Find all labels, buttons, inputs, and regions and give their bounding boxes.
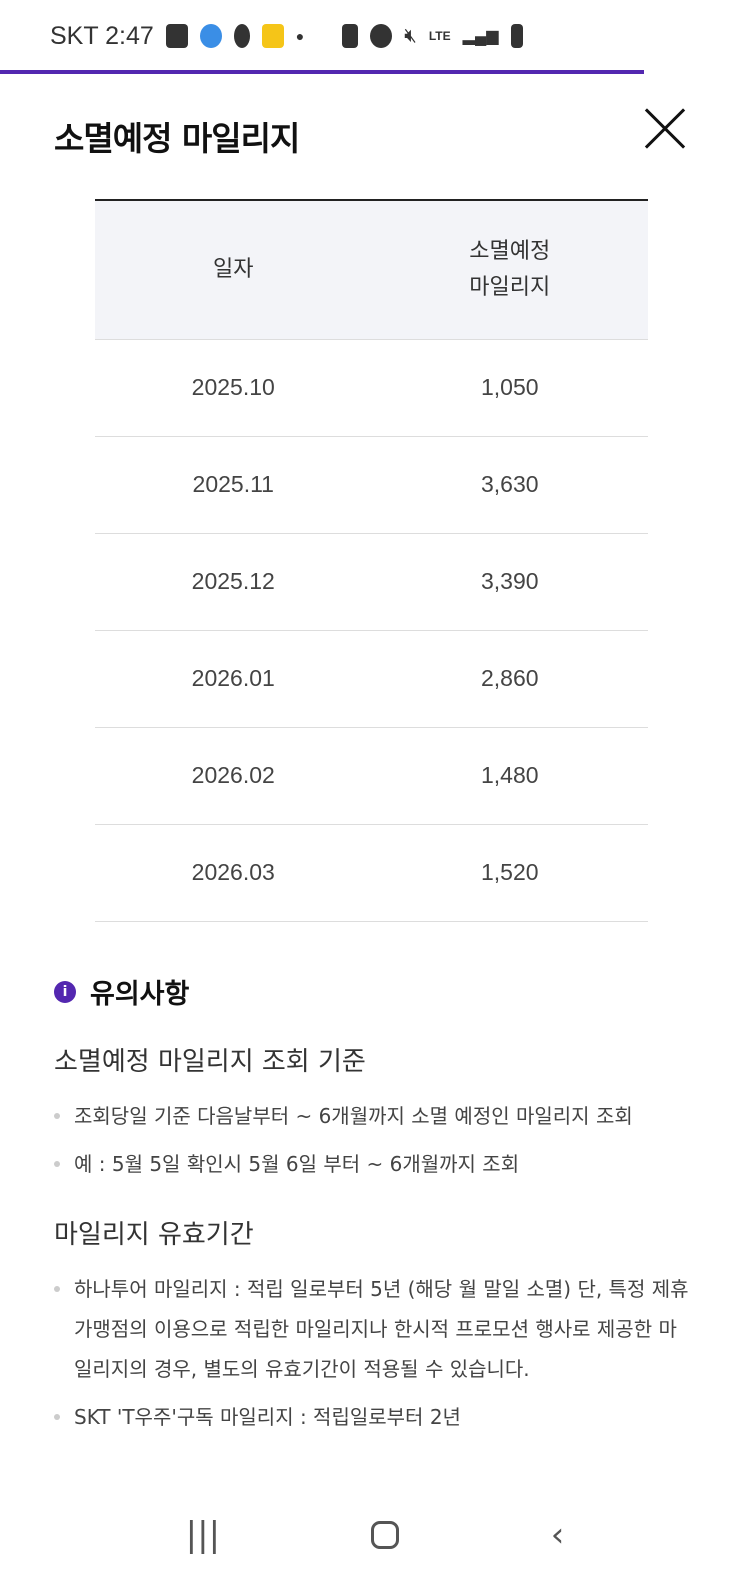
page-title: 소멸예정 마일리지 (54, 119, 300, 158)
signal-icon: ▂▄▆ (462, 28, 499, 45)
date-cell: 2025.11 (95, 436, 372, 534)
date-cell: 2025.10 (95, 339, 372, 437)
notice-item: 하나투어 마일리지 : 적립 일로부터 5년 (해당 월 말일 소멸) 단, 특… (54, 1269, 694, 1389)
recent-apps-button[interactable]: ||| (185, 1515, 221, 1555)
accessibility-icon (233, 24, 250, 48)
recycle-icon (342, 24, 359, 48)
table-row: 2025.12 3,390 (95, 533, 648, 631)
notice-item: SKT 'T우주'구독 마일리지 : 적립일로부터 2년 (54, 1397, 694, 1437)
lte-icon: LTE (428, 29, 451, 43)
mileage-cell: 2,860 (371, 630, 648, 728)
back-button[interactable]: ‹ (550, 1515, 565, 1555)
notice-item: 조회당일 기준 다음날부터 ~ 6개월까지 소멸 예정인 마일리지 조회 (54, 1096, 694, 1136)
notice-title: 유의사항 (90, 979, 190, 1010)
close-button[interactable] (644, 108, 686, 150)
progress-bar (0, 70, 644, 74)
date-cell: 2025.12 (95, 533, 372, 631)
table-row: 2026.01 2,860 (95, 630, 648, 728)
mute-icon: 🔇︎ (404, 24, 417, 47)
app-character-icon (199, 24, 222, 48)
home-button[interactable] (371, 1521, 400, 1549)
status-bar: SKT 2:47 ● 🔇︎ LTE ▂▄▆ (0, 0, 750, 72)
mileage-cell: 3,390 (371, 533, 648, 631)
app-b-icon (165, 24, 188, 48)
date-cell: 2026.03 (95, 824, 372, 922)
mileage-cell: 1,050 (371, 339, 648, 437)
column-header-mileage: 소멸예정 마일리지 (371, 200, 648, 340)
date-cell: 2026.02 (95, 727, 372, 825)
mileage-cell: 1,520 (371, 824, 648, 922)
alarm-icon (370, 24, 393, 48)
notice-subtitle: 소멸예정 마일리지 조회 기준 (54, 1047, 366, 1077)
mileage-cell: 3,630 (371, 436, 648, 534)
notice-list: 하나투어 마일리지 : 적립 일로부터 5년 (해당 월 말일 소멸) 단, 특… (54, 1269, 694, 1437)
carrier-time: SKT 2:47 (50, 21, 154, 50)
table-row: 2026.03 1,520 (95, 824, 648, 922)
navigation-bar: ||| ‹ (0, 1487, 750, 1583)
battery-icon (510, 24, 523, 48)
mileage-cell: 1,480 (371, 727, 648, 825)
column-header-date: 일자 (95, 200, 372, 340)
dot-icon: ● (295, 28, 305, 44)
table-row: 2025.11 3,630 (95, 436, 648, 534)
table-row: 2025.10 1,050 (95, 339, 648, 437)
info-icon: i (54, 980, 76, 1003)
expiring-mileage-table: 일자 소멸예정 마일리지 2025.10 1,050 2025.11 3,630 202… (95, 199, 648, 922)
kb-app-icon (261, 24, 284, 48)
notice-subtitle: 마일리지 유효기간 (54, 1220, 254, 1250)
notice-item: 예 : 5월 5일 확인시 5월 6일 부터 ~ 6개월까지 조회 (54, 1144, 694, 1184)
table-row: 2026.02 1,480 (95, 727, 648, 825)
date-cell: 2026.01 (95, 630, 372, 728)
